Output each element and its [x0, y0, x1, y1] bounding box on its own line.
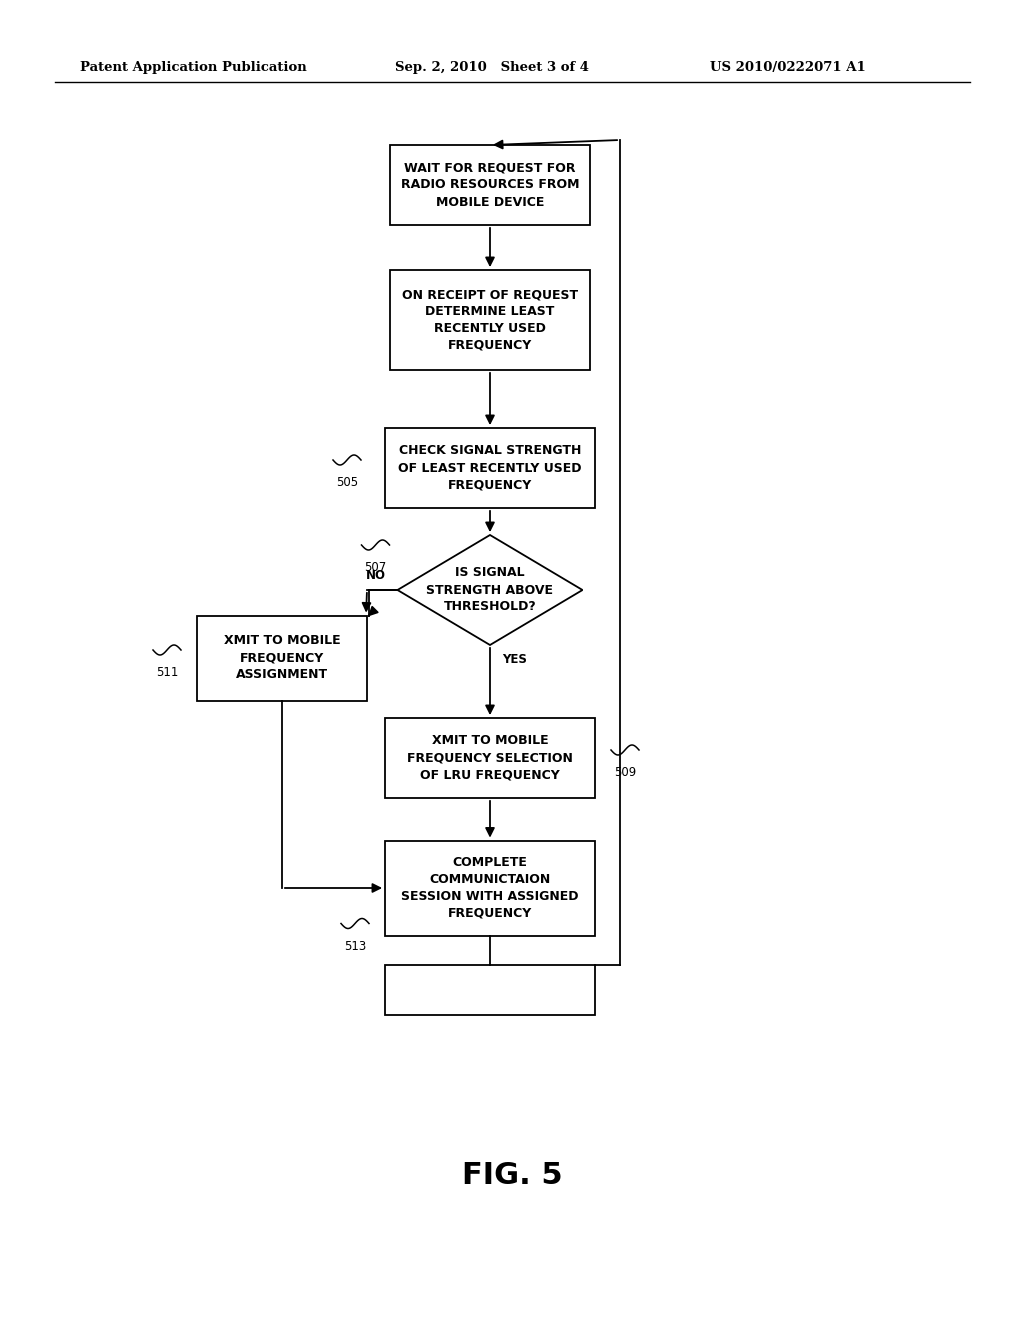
Text: COMPLETE
COMMUNICTAION
SESSION WITH ASSIGNED
FREQUENCY: COMPLETE COMMUNICTAION SESSION WITH ASSI…: [401, 855, 579, 920]
Text: Patent Application Publication: Patent Application Publication: [80, 62, 307, 74]
Text: 507: 507: [365, 561, 387, 574]
Bar: [385, 718, 595, 799]
Text: 513: 513: [344, 940, 367, 953]
Text: WAIT FOR REQUEST FOR
RADIO RESOURCES FROM
MOBILE DEVICE: WAIT FOR REQUEST FOR RADIO RESOURCES FRO…: [400, 161, 580, 209]
Text: 505: 505: [336, 477, 358, 488]
Bar: [385, 428, 595, 508]
Text: XMIT TO MOBILE
FREQUENCY
ASSIGNMENT: XMIT TO MOBILE FREQUENCY ASSIGNMENT: [223, 635, 340, 681]
Text: US 2010/0222071 A1: US 2010/0222071 A1: [710, 62, 865, 74]
Bar: [390, 271, 590, 370]
Bar: [197, 615, 367, 701]
Text: 509: 509: [613, 766, 636, 779]
Polygon shape: [397, 535, 583, 645]
Text: Sep. 2, 2010   Sheet 3 of 4: Sep. 2, 2010 Sheet 3 of 4: [395, 62, 589, 74]
Text: ON RECEIPT OF REQUEST
DETERMINE LEAST
RECENTLY USED
FREQUENCY: ON RECEIPT OF REQUEST DETERMINE LEAST RE…: [402, 288, 579, 352]
Text: XMIT TO MOBILE
FREQUENCY SELECTION
OF LRU FREQUENCY: XMIT TO MOBILE FREQUENCY SELECTION OF LR…: [408, 734, 573, 781]
Bar: [385, 841, 595, 936]
Text: NO: NO: [366, 569, 385, 582]
Text: FIG. 5: FIG. 5: [462, 1160, 562, 1189]
Text: CHECK SIGNAL STRENGTH
OF LEAST RECENTLY USED
FREQUENCY: CHECK SIGNAL STRENGTH OF LEAST RECENTLY …: [398, 445, 582, 491]
Text: YES: YES: [502, 653, 527, 667]
Text: 511: 511: [156, 667, 178, 678]
Bar: [390, 145, 590, 224]
Bar: [385, 965, 595, 1015]
Text: IS SIGNAL
STRENGTH ABOVE
THRESHOLD?: IS SIGNAL STRENGTH ABOVE THRESHOLD?: [427, 566, 554, 614]
